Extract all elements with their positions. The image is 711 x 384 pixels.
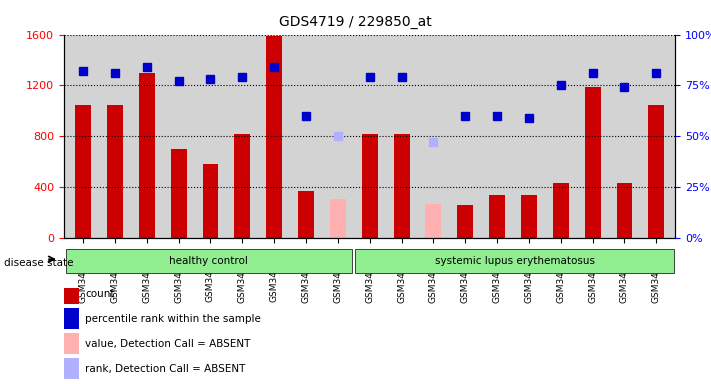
Bar: [107, 104, 123, 238]
Bar: [362, 134, 378, 238]
Text: rank, Detection Call = ABSENT: rank, Detection Call = ABSENT: [85, 364, 246, 374]
Bar: [75, 104, 91, 238]
Text: percentile rank within the sample: percentile rank within the sample: [85, 314, 261, 324]
Text: healthy control: healthy control: [169, 256, 248, 266]
Text: count: count: [85, 289, 115, 299]
Text: GDS4719 / 229850_at: GDS4719 / 229850_at: [279, 15, 432, 29]
Bar: [330, 199, 346, 238]
Bar: [584, 87, 601, 238]
Text: disease state: disease state: [4, 258, 73, 268]
Bar: [64, 358, 80, 379]
Bar: [394, 134, 410, 238]
Bar: [425, 204, 442, 238]
Bar: [235, 134, 250, 238]
Bar: [171, 149, 186, 238]
Bar: [648, 104, 664, 238]
Bar: [266, 36, 282, 238]
Text: systemic lupus erythematosus: systemic lupus erythematosus: [434, 256, 594, 266]
Bar: [64, 283, 80, 304]
Bar: [64, 308, 80, 329]
Bar: [203, 164, 218, 238]
Text: value, Detection Call = ABSENT: value, Detection Call = ABSENT: [85, 339, 251, 349]
Bar: [616, 184, 633, 238]
Bar: [521, 195, 537, 238]
FancyBboxPatch shape: [65, 249, 352, 273]
Bar: [64, 333, 80, 354]
Bar: [139, 73, 155, 238]
Bar: [489, 195, 505, 238]
Bar: [298, 191, 314, 238]
Bar: [457, 205, 474, 238]
Bar: [553, 184, 569, 238]
FancyBboxPatch shape: [356, 249, 674, 273]
